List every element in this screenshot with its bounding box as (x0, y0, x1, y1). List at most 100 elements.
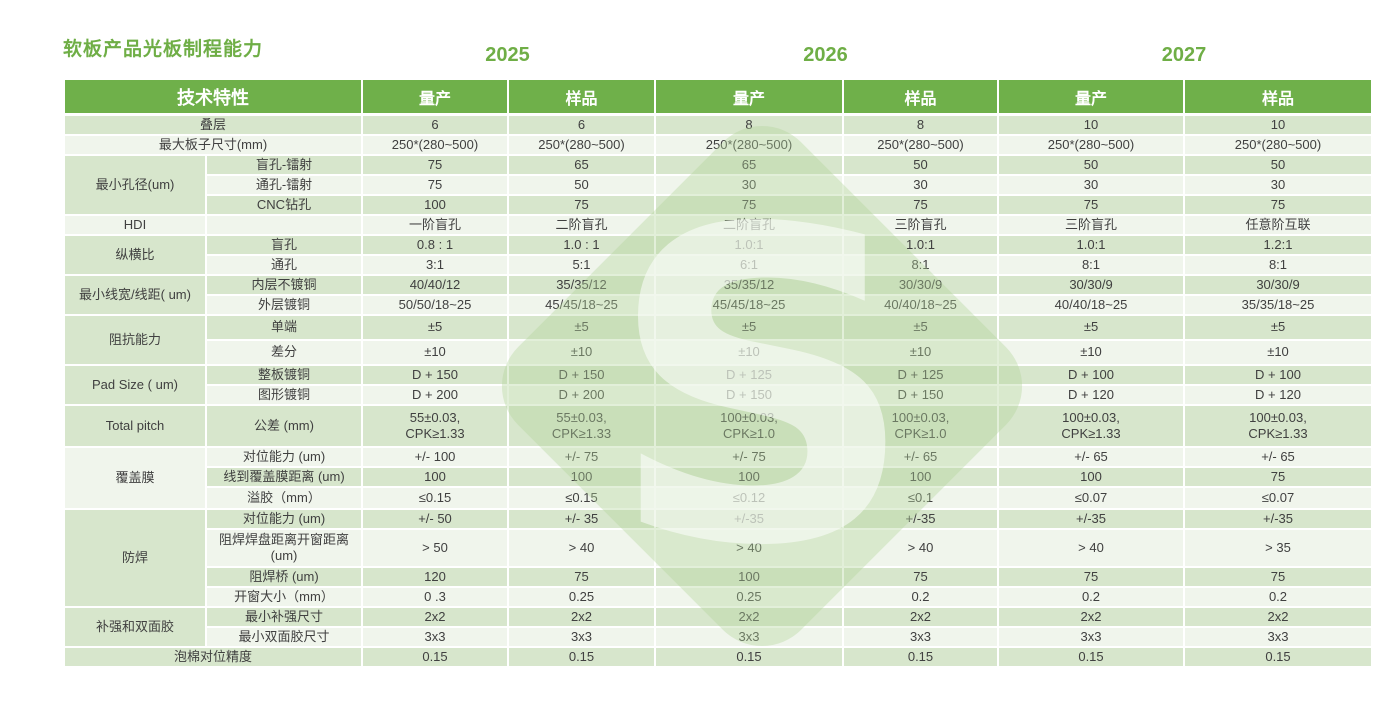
cell-value: ≤0.15 (507, 485, 656, 510)
table-row: 开窗大小（mm） 0 .3 0.25 0.25 0.2 0.2 0.2 (64, 585, 1373, 608)
cell-value: 3x3 (1183, 625, 1373, 648)
cell-value: +/- 65 (997, 445, 1185, 468)
cell-value: 35/35/12 (507, 273, 656, 296)
cell-value: 3:1 (361, 253, 509, 276)
row-label: 线到覆盖膜距离 (um) (205, 465, 363, 488)
table-row: 覆盖膜 对位能力 (um) +/- 100 +/- 75 +/- 75 +/- 65 +/-… (63, 445, 1373, 510)
year-2027: 2027 (1161, 44, 1207, 66)
cell-value: 50 (1183, 153, 1373, 176)
cell-value: ±10 (361, 338, 509, 366)
cell-value: ±10 (997, 338, 1185, 366)
cell-value: +/- 75 (507, 445, 656, 468)
cell-value: +/-35 (997, 507, 1185, 530)
cell-value: 40/40/18~25 (842, 293, 999, 316)
cell-value: > 40 (842, 527, 999, 568)
column-header-2025-mass: 量产 (361, 78, 509, 116)
cell-value: 0.2 (1183, 585, 1373, 608)
row-label: 最大板子尺寸(mm) (63, 133, 363, 156)
cell-value: 100±0.03, CPK≥1.33 (997, 403, 1185, 448)
cell-value: 2x2 (507, 605, 656, 628)
table-row: Total pitch 公差 (mm) 55±0.03, CPK≥1.33 55±0.… (63, 403, 1373, 448)
capability-table: 技术特性 量产 样品 量产 样品 量产 样品 叠层 6 6 8 8 10 10 最大板子尺寸(… (63, 78, 1373, 668)
row-label: 溢胶（mm） (205, 485, 363, 510)
cell-value: 75 (1183, 465, 1373, 488)
table-row: 差分 ±10 ±10 ±10 ±10 ±10 ±10 (64, 338, 1373, 366)
cell-value: 8:1 (997, 253, 1185, 276)
cell-value: 2x2 (842, 605, 999, 628)
cell-value: 3x3 (507, 625, 656, 648)
cell-value: 一阶盲孔 (361, 213, 509, 236)
cell-value: 3x3 (997, 625, 1185, 648)
table-row: 最大板子尺寸(mm) 250*(280~500) 250*(280~500) 250*… (63, 133, 1373, 156)
cell-value: D + 125 (654, 363, 844, 386)
cell-value: 65 (654, 153, 844, 176)
table-row: 最小线宽/线距( um) 内层不镀铜 40/40/12 35/35/12 35/35/1… (63, 273, 1373, 316)
cell-value: 二阶盲孔 (507, 213, 656, 236)
cell-value: +/- 65 (1183, 445, 1373, 468)
cell-value: 100±0.03, CPK≥1.0 (654, 403, 844, 448)
cell-value: D + 150 (507, 363, 656, 386)
row-label: 最小补强尺寸 (205, 605, 363, 628)
cell-value: 100 (842, 465, 999, 488)
cell-value: 50 (842, 153, 999, 176)
cell-value: 0 .3 (361, 585, 509, 608)
cell-value: 75 (842, 565, 999, 588)
row-label: 单端 (205, 313, 363, 341)
table-row: 阻焊焊盘距离开窗距离 (um) > 50 > 40 > 40 > 40 > 40 > 35 (64, 527, 1373, 568)
cell-value: 3x3 (654, 625, 844, 648)
cell-value: 30 (654, 173, 844, 196)
year-labels: 2025 2026 2027 (63, 44, 1371, 67)
cell-value: 6:1 (654, 253, 844, 276)
table-row: 补强和双面胶 最小补强尺寸 2x2 2x2 2x2 2x2 2x2 2x2 (63, 605, 1373, 648)
cell-value: 2x2 (1183, 605, 1373, 628)
cell-value: 250*(280~500) (654, 133, 844, 156)
cell-value: 100 (507, 465, 656, 488)
cell-value: 10 (1183, 113, 1373, 136)
row-label: 阻焊桥 (um) (205, 565, 363, 588)
row-label: 对位能力 (um) (205, 445, 363, 468)
cell-value: 250*(280~500) (997, 133, 1185, 156)
cell-value: ±10 (507, 338, 656, 366)
cell-value: 5:1 (507, 253, 656, 276)
row-label: 图形镀铜 (205, 383, 363, 406)
cell-value: 1.2:1 (1183, 233, 1373, 256)
cell-value: 75 (361, 173, 509, 196)
cell-value: 75 (361, 153, 509, 176)
table-row: 阻抗能力 单端 ±5 ±5 ±5 ±5 ±5 ±5 (63, 313, 1373, 366)
cell-value: 35/35/12 (654, 273, 844, 296)
row-label: 整板镀铜 (205, 363, 363, 386)
cell-value: ≤0.1 (842, 485, 999, 510)
cell-value: 75 (842, 193, 999, 216)
cell-value: +/- 35 (507, 507, 656, 530)
cell-value: 0.15 (997, 645, 1185, 668)
cell-value: +/- 100 (361, 445, 509, 468)
cell-value: 0.2 (842, 585, 999, 608)
cell-value: 0.15 (842, 645, 999, 668)
table-row: 图形镀铜 D + 200 D + 200 D + 150 D + 150 D + 120 D… (64, 383, 1373, 406)
cell-value: ±5 (842, 313, 999, 341)
cell-value: 100±0.03, CPK≥1.33 (1183, 403, 1373, 448)
cell-value: 二阶盲孔 (654, 213, 844, 236)
table-row: HDI 一阶盲孔 二阶盲孔 二阶盲孔 三阶盲孔 三阶盲孔 任意阶互联 (63, 213, 1373, 236)
cell-value: 2x2 (654, 605, 844, 628)
cell-value: ≤0.15 (361, 485, 509, 510)
cell-value: 8:1 (1183, 253, 1373, 276)
row-label: 通孔-镭射 (205, 173, 363, 196)
cell-value: D + 150 (361, 363, 509, 386)
cell-value: > 40 (997, 527, 1185, 568)
cell-value: > 40 (507, 527, 656, 568)
header-row: 技术特性 量产 样品 量产 样品 量产 样品 (63, 78, 1373, 116)
cell-value: 30 (1183, 173, 1373, 196)
cell-value: 40/40/18~25 (997, 293, 1185, 316)
row-group-label: 补强和双面胶 (63, 605, 207, 648)
cell-value: 1.0:1 (997, 233, 1185, 256)
cell-value: 2x2 (361, 605, 509, 628)
cell-value: 8:1 (842, 253, 999, 276)
row-group-label: Pad Size ( um) (63, 363, 207, 406)
cell-value: 50 (507, 173, 656, 196)
year-2026: 2026 (803, 44, 848, 66)
row-label: 差分 (205, 338, 363, 366)
cell-value: 30/30/9 (997, 273, 1185, 296)
cell-value: 1.0:1 (654, 233, 844, 256)
